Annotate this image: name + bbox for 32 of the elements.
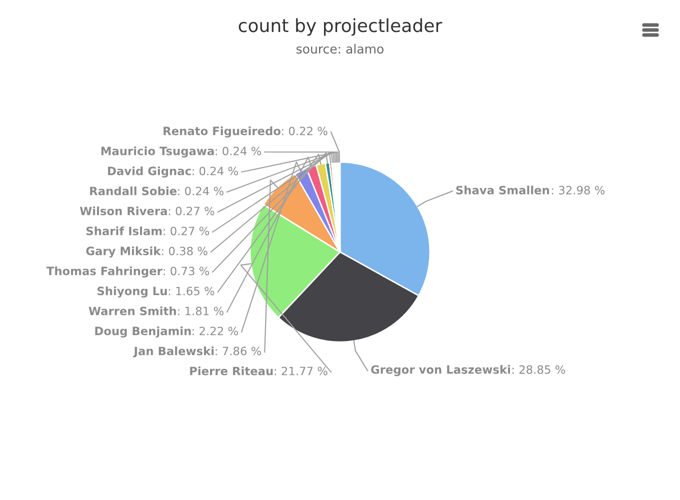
slice-label: Doug Benjamin: [95, 326, 191, 338]
data-label: : 0.27 %: [168, 206, 214, 216]
data-label: : 7.86 %: [216, 346, 262, 356]
slice-label: Gregor von Laszewski: [371, 365, 510, 376]
slice-label: Thomas Fahringer: [46, 266, 162, 278]
chart-subtitle: source: alamo: [296, 44, 384, 54]
slice-label: Renato Figueiredo: [164, 126, 281, 138]
data-label: : 0.24 %: [178, 186, 224, 196]
data-label: : 0.24 %: [192, 166, 238, 176]
data-label: : 21.77 %: [274, 366, 328, 376]
slice-label: Randall Sobie: [90, 186, 177, 196]
data-label: : 0.22 %: [282, 126, 328, 136]
chart-title: count by projectleader: [238, 18, 442, 36]
slice-label: Gary Miksik: [86, 246, 161, 258]
data-label: : 0.27 %: [164, 226, 210, 236]
data-label: : 2.22 %: [192, 326, 238, 336]
data-label: : 0.73 %: [164, 266, 210, 276]
slice-label: Wilson Rivera: [80, 206, 167, 216]
slice-label: Shiyong Lu: [98, 286, 167, 298]
data-label: : 28.85 %: [512, 365, 566, 374]
slice-label: Warren Smith: [88, 306, 176, 316]
slice-label: Jan Balewski: [133, 346, 214, 358]
slice-label: David Gignac: [108, 166, 191, 178]
slice-label: Pierre Riteau: [190, 366, 273, 376]
data-label: : 0.24 %: [216, 146, 262, 156]
slice-label: Shava Smallen: [456, 186, 549, 194]
data-label: : 1.65 %: [168, 286, 214, 296]
slice-label: Sharif Islam: [86, 226, 162, 236]
slice-label: Mauricio Tsugawa: [101, 146, 214, 158]
data-label: : 1.81 %: [178, 306, 224, 316]
data-label: : 32.98 %: [552, 186, 605, 194]
data-label: : 0.38 %: [162, 246, 208, 256]
